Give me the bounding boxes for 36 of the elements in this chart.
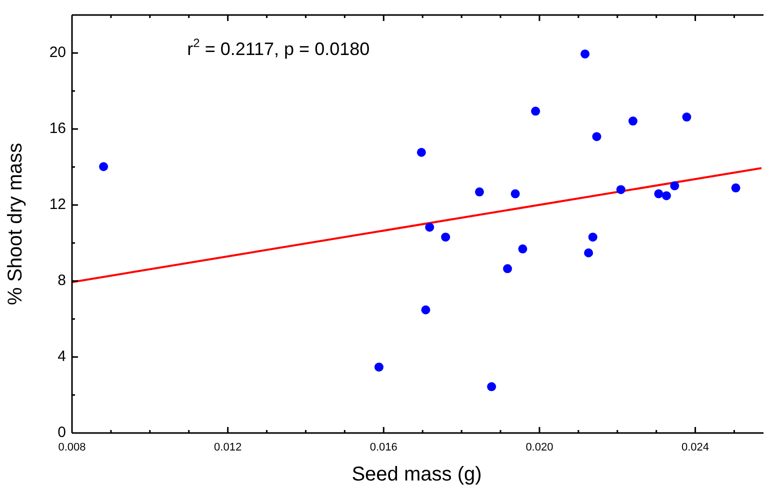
y-tick-label: 16: [49, 120, 66, 138]
x-tick-label: 0.020: [526, 442, 554, 454]
point: [654, 189, 664, 198]
point: [416, 148, 426, 157]
point: [531, 106, 540, 116]
point: [670, 181, 680, 190]
y-tick-label: 8: [58, 272, 66, 290]
point: [592, 132, 602, 142]
y-tick-label: 20: [49, 44, 66, 62]
x-tick-label: 0.016: [370, 442, 398, 454]
point: [588, 232, 598, 242]
point: [616, 185, 626, 194]
point: [662, 191, 671, 200]
point: [682, 112, 692, 122]
point: [503, 264, 512, 274]
point: [99, 162, 108, 172]
x-tick-label: 0.024: [682, 442, 710, 454]
y-tick-label: 12: [49, 196, 66, 214]
point: [374, 362, 384, 372]
point: [441, 232, 450, 242]
x-axis-title: Seed mass (g): [352, 464, 482, 486]
y-tick-label: 0: [58, 424, 66, 442]
point: [580, 49, 590, 58]
point: [518, 244, 528, 254]
point: [510, 189, 520, 198]
point: [421, 305, 430, 314]
point: [474, 187, 484, 196]
point: [584, 248, 594, 258]
point: [731, 183, 740, 192]
x-tick-label: 0.012: [214, 442, 242, 454]
point: [425, 222, 434, 232]
point: [628, 116, 638, 126]
point: [487, 382, 496, 392]
y-tick-label: 4: [58, 348, 66, 366]
x-tick-label: 0.008: [58, 442, 86, 454]
y-axis-title: % Shoot dry mass: [4, 142, 27, 306]
